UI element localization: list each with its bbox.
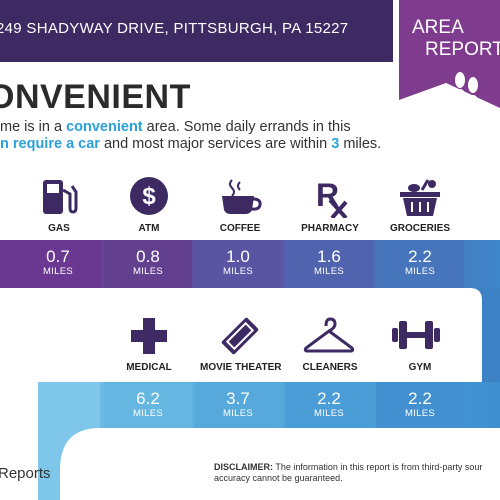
distance-cell-groceries: 2.2 MILES xyxy=(376,240,464,288)
distance-cell-atm: 0.8 MILES xyxy=(104,240,192,288)
svg-text:$: $ xyxy=(142,183,156,210)
category-label-pharmacy: PHARMACY xyxy=(301,223,359,234)
distance-cell-gas: 0.7 MILES xyxy=(14,240,102,288)
page-title: ONVENIENT xyxy=(0,78,191,116)
distance-cell-medical: 6.2 MILES xyxy=(104,382,192,428)
description-line2: n require a car and most major services … xyxy=(0,136,382,152)
ticket-icon xyxy=(218,314,262,363)
category-label-medical: MEDICAL xyxy=(126,362,172,373)
category-label-groceries: GROCERIES xyxy=(389,223,450,234)
disclaimer: DISCLAIMER: The information in this repo… xyxy=(214,462,483,483)
category-label-coffee: COFFEE xyxy=(219,223,261,234)
distance-cell-cleaners: 2.2 MILES xyxy=(285,382,373,428)
category-label-gym: GYM xyxy=(408,362,432,373)
category-label-gas: GAS xyxy=(48,223,70,234)
distance-cell-gym: 2.2 MILES xyxy=(376,382,464,428)
footer-brand: Reports xyxy=(0,465,51,482)
dollar-icon: $ xyxy=(129,176,169,221)
distance-cell-movie-theater: 3.7 MILES xyxy=(194,382,282,428)
badge-title-line2: REPORT xyxy=(425,39,500,60)
dumbbell-icon xyxy=(392,318,440,357)
badge-title-line1: AREA xyxy=(412,17,464,38)
distance-cell-coffee: 1.0 MILES xyxy=(194,240,282,288)
rx-icon: R xyxy=(314,176,348,223)
gas-pump-icon xyxy=(40,178,78,221)
grocery-basket-icon xyxy=(398,178,442,223)
category-label-movie-theater: MOVIE THEATER xyxy=(200,362,282,373)
medical-cross-icon xyxy=(129,316,169,361)
category-label-cleaners: CLEANERS xyxy=(302,362,358,373)
description-line1: me is in a convenient area. Some daily e… xyxy=(0,119,351,135)
coffee-cup-icon xyxy=(220,178,262,221)
address-text: 249 SHADYWAY DRIVE, PITTSBURGH, PA 15227 xyxy=(0,20,349,37)
distance-cell-pharmacy: 1.6 MILES xyxy=(285,240,373,288)
description: me is in a convenient area. Some daily e… xyxy=(0,119,390,153)
hanger-icon xyxy=(302,316,356,361)
category-label-atm: ATM xyxy=(138,223,160,234)
footprints-icon xyxy=(452,70,482,109)
